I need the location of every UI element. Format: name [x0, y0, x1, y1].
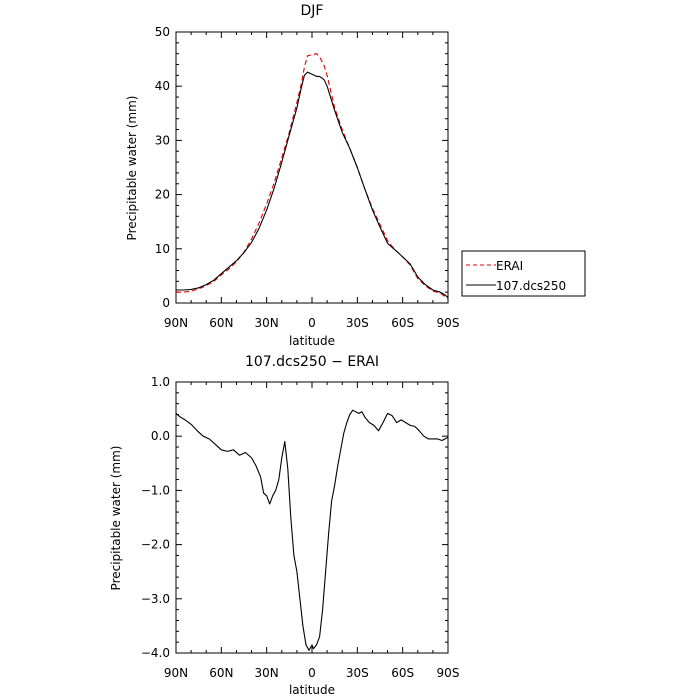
x-axis-label: latitude	[289, 683, 335, 697]
legend-label-107-dcs250: 107.dcs250	[496, 279, 566, 293]
series-line-erai	[176, 53, 449, 300]
plot-frame	[175, 381, 449, 654]
legend: ERAI 107.dcs250	[461, 250, 586, 297]
x-tick-label: 90S	[437, 666, 460, 680]
y-tick-label: 1.0	[151, 375, 170, 389]
chart-title: DJF	[301, 3, 324, 19]
x-tick-label: 60S	[391, 316, 414, 330]
x-tick-label: 30N	[255, 316, 279, 330]
y-tick-label: −4.0	[141, 646, 170, 660]
y-axis-label: Precipitable water (mm)	[125, 96, 139, 241]
y-tick-label: 0	[162, 296, 170, 310]
x-tick-label: 60N	[209, 666, 233, 680]
x-tick-label: 60N	[209, 316, 233, 330]
x-tick-label: 30N	[255, 666, 279, 680]
x-tick-label: 90S	[437, 316, 460, 330]
x-tick-label: 30S	[346, 316, 369, 330]
y-tick-label: 30	[155, 133, 170, 147]
panel-djf: DJF 0 10 20 30 40 50 90N 60N 30N 0 30S 60S 90S lati…	[125, 3, 586, 348]
y-tick-label: 40	[155, 79, 170, 93]
x-axis-ticks: 90N 60N 30N 0 30S 60S 90S	[164, 32, 460, 330]
y-axis-ticks: 0 10 20 30 40 50	[155, 25, 448, 310]
chart-title: 107.dcs250 − ERAI	[245, 354, 379, 370]
series-line-difference	[175, 409, 449, 651]
series-layer	[175, 409, 449, 651]
x-tick-label: 90N	[164, 316, 188, 330]
y-axis-label: Precipitable water (mm)	[109, 446, 123, 591]
x-axis-ticks: 90N 60N 30N 0 30S 60S 90S	[164, 382, 460, 680]
legend-box	[461, 250, 586, 297]
x-tick-label: 60S	[391, 666, 414, 680]
y-tick-label: 50	[155, 25, 170, 39]
panel-difference: 107.dcs250 − ERAI 1.0 0.0 −1.0 −2.0 −3.0 −4.0…	[109, 354, 459, 697]
y-tick-label: −2.0	[141, 538, 170, 552]
x-axis-label: latitude	[289, 334, 335, 348]
x-tick-label: 0	[308, 316, 316, 330]
y-tick-label: 0.0	[151, 429, 170, 443]
x-tick-label: 0	[308, 666, 316, 680]
y-axis-ticks: 1.0 0.0 −1.0 −2.0 −3.0 −4.0	[141, 375, 448, 660]
series-layer	[176, 53, 449, 300]
series-line-107-dcs250	[176, 71, 449, 299]
y-tick-label: −3.0	[141, 592, 170, 606]
x-tick-label: 90N	[164, 666, 188, 680]
x-tick-label: 30S	[346, 666, 369, 680]
y-tick-label: 20	[155, 188, 170, 202]
y-tick-label: 10	[155, 242, 170, 256]
legend-label-erai: ERAI	[496, 259, 523, 273]
y-tick-label: −1.0	[141, 483, 170, 497]
